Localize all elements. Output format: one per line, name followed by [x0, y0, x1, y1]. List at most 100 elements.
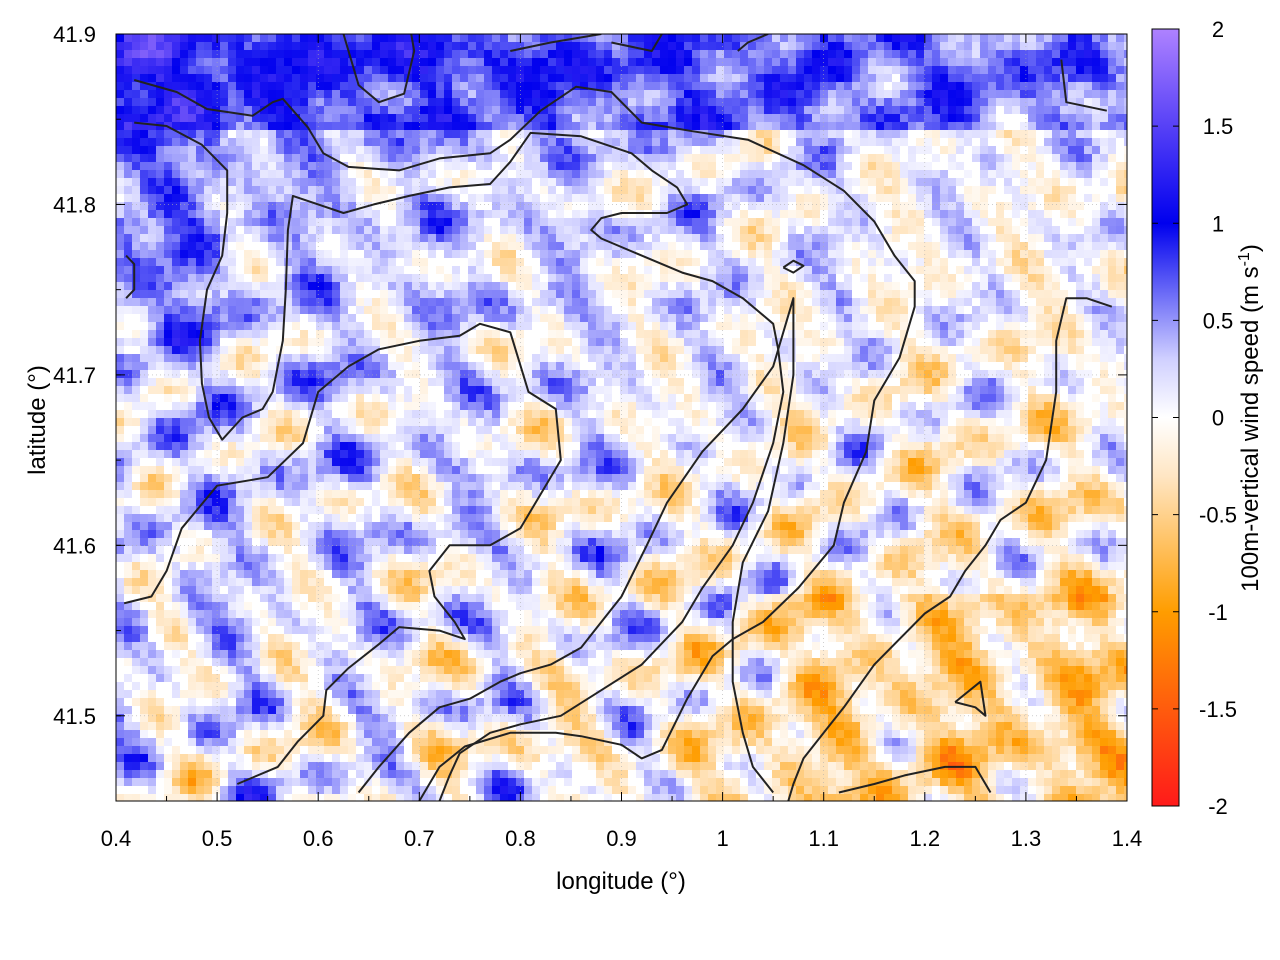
heatmap-cell — [300, 266, 308, 274]
heatmap-cell — [428, 378, 436, 386]
heatmap-cell — [692, 42, 700, 50]
heatmap-cell — [500, 266, 508, 274]
heatmap-cell — [172, 370, 180, 378]
heatmap-cell — [428, 210, 436, 218]
heatmap-cell — [540, 250, 548, 258]
heatmap-cell — [1044, 378, 1052, 386]
heatmap-cell — [252, 362, 260, 370]
heatmap-cell — [572, 74, 580, 82]
heatmap-cell — [716, 114, 724, 122]
heatmap-cell — [228, 58, 236, 66]
heatmap-cell — [148, 210, 156, 218]
heatmap-cell — [804, 178, 812, 186]
heatmap-cell — [700, 66, 708, 74]
heatmap-cell — [500, 290, 508, 298]
heatmap-cell — [980, 50, 988, 58]
heatmap-cell — [1076, 82, 1084, 90]
heatmap-cell — [340, 314, 348, 322]
heatmap-cell — [668, 338, 676, 346]
heatmap-cell — [748, 282, 756, 290]
heatmap-cell — [644, 178, 652, 186]
heatmap-cell — [1012, 138, 1020, 146]
heatmap-cell — [1036, 74, 1044, 82]
heatmap-cell — [172, 266, 180, 274]
heatmap-cell — [396, 114, 404, 122]
heatmap-cell — [412, 258, 420, 266]
heatmap-cell — [316, 34, 324, 42]
heatmap-cell — [364, 378, 372, 386]
heatmap-cell — [876, 258, 884, 266]
heatmap-cell — [732, 74, 740, 82]
heatmap-cell — [940, 306, 948, 314]
heatmap-cell — [852, 130, 860, 138]
heatmap-cell — [1076, 378, 1084, 386]
heatmap-cell — [180, 138, 188, 146]
heatmap-cell — [1116, 274, 1124, 282]
heatmap-cell — [180, 130, 188, 138]
heatmap-cell — [1092, 234, 1100, 242]
heatmap-cell — [508, 114, 516, 122]
heatmap-cell — [388, 298, 396, 306]
heatmap-cell — [316, 266, 324, 274]
heatmap-cell — [708, 250, 716, 258]
heatmap-cell — [276, 178, 284, 186]
heatmap-cell — [564, 66, 572, 74]
heatmap-cell — [804, 250, 812, 258]
heatmap-cell — [724, 322, 732, 330]
heatmap-cell — [732, 338, 740, 346]
heatmap-cell — [852, 194, 860, 202]
heatmap-cell — [892, 114, 900, 122]
heatmap-cell — [860, 330, 868, 338]
heatmap-cell — [604, 74, 612, 82]
heatmap-cell — [868, 34, 876, 42]
heatmap-cell — [556, 354, 564, 362]
heatmap-cell — [612, 50, 620, 58]
heatmap-cell — [1036, 42, 1044, 50]
heatmap-cell — [924, 50, 932, 58]
heatmap-cell — [492, 258, 500, 266]
heatmap-cell — [868, 250, 876, 258]
heatmap-cell — [836, 194, 844, 202]
heatmap-cell — [692, 298, 700, 306]
heatmap-cell — [1012, 34, 1020, 42]
heatmap-cell — [132, 194, 140, 202]
heatmap-cell — [948, 50, 956, 58]
heatmap-cell — [372, 90, 380, 98]
heatmap-cell — [652, 290, 660, 298]
heatmap-cell — [236, 242, 244, 250]
heatmap-cell — [1044, 298, 1052, 306]
heatmap-cell — [1012, 74, 1020, 82]
heatmap-cell — [148, 178, 156, 186]
heatmap-cell — [956, 234, 964, 242]
heatmap-cell — [996, 330, 1004, 338]
heatmap-cell — [420, 210, 428, 218]
heatmap-cell — [460, 138, 468, 146]
heatmap-cell — [1028, 210, 1036, 218]
heatmap-cell — [1020, 34, 1028, 42]
heatmap-cell — [1044, 194, 1052, 202]
heatmap-cell — [852, 74, 860, 82]
heatmap-cell — [572, 210, 580, 218]
heatmap-cell — [356, 218, 364, 226]
heatmap-cell — [236, 194, 244, 202]
heatmap-cell — [276, 58, 284, 66]
heatmap-cell — [828, 98, 836, 106]
heatmap-cell — [684, 114, 692, 122]
heatmap-cell — [988, 146, 996, 154]
heatmap-cell — [1116, 234, 1124, 242]
heatmap-cell — [316, 90, 324, 98]
heatmap-cell — [788, 98, 796, 106]
heatmap-cell — [148, 242, 156, 250]
heatmap-cell — [372, 378, 380, 386]
heatmap-cell — [644, 146, 652, 154]
heatmap-cell — [444, 106, 452, 114]
heatmap-cell — [980, 58, 988, 66]
heatmap-cell — [492, 362, 500, 370]
heatmap-cell — [132, 242, 140, 250]
heatmap-cell — [700, 90, 708, 98]
heatmap-cell — [620, 354, 628, 362]
heatmap-cell — [436, 290, 444, 298]
heatmap-cell — [1060, 114, 1068, 122]
heatmap-cell — [140, 210, 148, 218]
heatmap-cell — [308, 378, 316, 386]
